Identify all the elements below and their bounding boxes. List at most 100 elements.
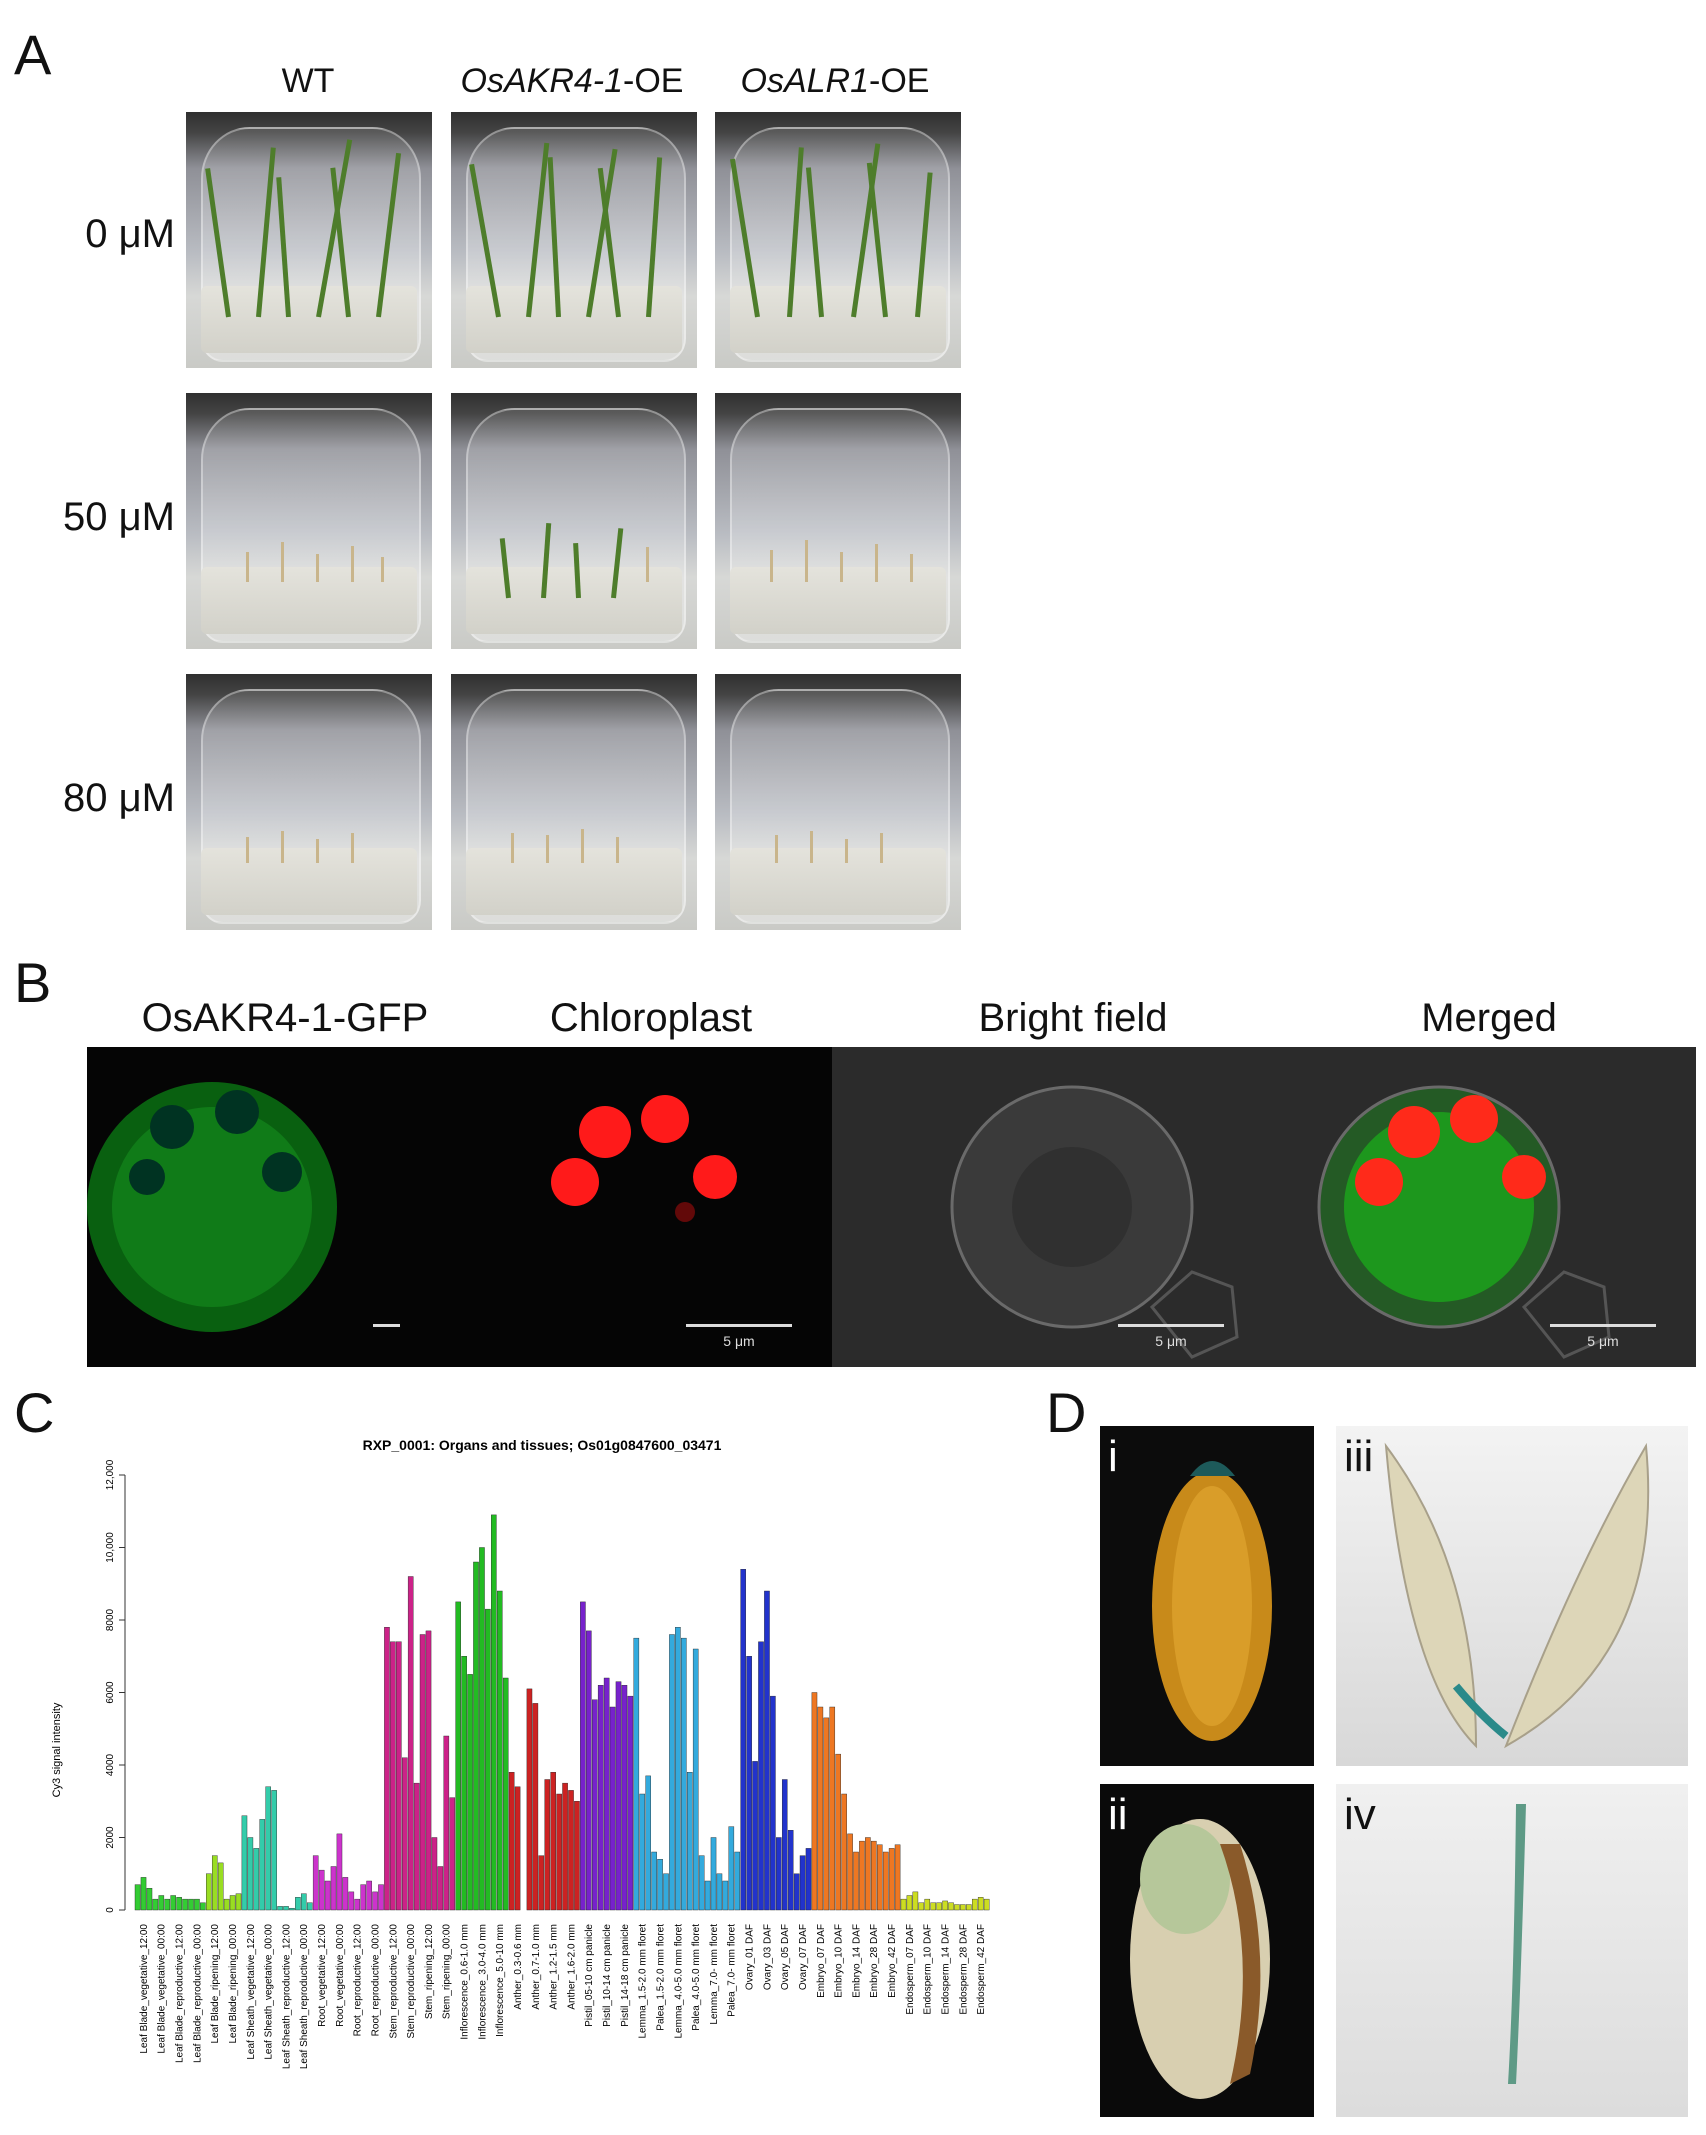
bar	[182, 1898, 188, 1911]
x-tick-label: Endosperm_28 DAF	[958, 1924, 969, 2015]
bar	[787, 1830, 794, 1911]
x-tick-label: Lemma_4.0-5.0 mm floret	[673, 1924, 684, 2039]
column-header-osalr1-oe: OsALR1-OE	[710, 62, 960, 101]
bar	[378, 1884, 384, 1911]
bar	[770, 1695, 776, 1911]
x-tick-label: Root_vegetative_12:00	[317, 1924, 328, 2027]
column-header-plain: WT	[281, 62, 335, 100]
bar	[384, 1627, 390, 1911]
x-tick-label: Leaf Blade_vegetative_00:00	[157, 1924, 168, 2054]
chart-title: RXP_0001: Organs and tissues; Os01g08476…	[363, 1437, 722, 1453]
x-tick-label: Anther_0.7-1.0 mm	[531, 1924, 542, 2010]
bar	[888, 1848, 895, 1911]
x-tick-label: Stem_ripening_00:00	[442, 1924, 453, 2020]
bar	[425, 1630, 432, 1911]
micro-title-bright-field: Bright field	[978, 996, 1168, 1040]
x-tick-label: Leaf Blade_reproductive_12:00	[175, 1924, 186, 2063]
micro-title-gfp: OsAKR4-1-GFP	[141, 996, 429, 1040]
y-tick-label: 8000	[105, 1608, 116, 1631]
bar	[502, 1677, 509, 1911]
bar	[146, 1888, 153, 1911]
scale-bar	[1550, 1324, 1656, 1327]
x-tick-label: Endosperm_42 DAF	[976, 1924, 987, 2015]
bar	[455, 1601, 461, 1911]
bar	[740, 1569, 746, 1911]
bar	[651, 1851, 657, 1911]
bar	[871, 1840, 877, 1911]
bar	[277, 1906, 283, 1911]
bar	[283, 1906, 289, 1911]
bar	[467, 1674, 473, 1911]
micro-title-chloroplast: Chloroplast	[549, 996, 753, 1040]
bar	[295, 1897, 301, 1911]
bar	[799, 1855, 806, 1911]
x-tick-label: Embryo_10 DAF	[834, 1924, 845, 1998]
bar	[550, 1772, 556, 1911]
panel-c-letter: C	[14, 1381, 55, 1444]
y-tick-label: 6000	[105, 1681, 116, 1704]
bar	[485, 1608, 491, 1911]
y-tick-label: 0	[105, 1907, 116, 1913]
micro-image-bright-field: 5 μm	[832, 1047, 1264, 1367]
bar	[764, 1590, 770, 1911]
jar-photo-wt-80um	[186, 674, 432, 930]
y-tick-label: 10,000	[105, 1532, 116, 1563]
bar	[526, 1688, 533, 1911]
bar	[259, 1819, 266, 1911]
x-tick-label: Anther_1.6-2.0 mm	[566, 1924, 577, 2010]
bar	[954, 1904, 960, 1911]
bar	[597, 1685, 604, 1911]
bar	[312, 1855, 319, 1911]
bar	[176, 1897, 182, 1911]
bar	[496, 1590, 503, 1911]
bar	[722, 1880, 729, 1911]
bar	[206, 1873, 212, 1911]
bar	[354, 1898, 361, 1911]
bar	[746, 1656, 752, 1911]
bar	[948, 1902, 954, 1911]
bar	[413, 1782, 420, 1911]
x-tick-label: Ovary_07 DAF	[798, 1924, 809, 1990]
bar	[217, 1862, 224, 1911]
panel-a-letter: A	[14, 23, 52, 86]
bar	[686, 1772, 693, 1911]
bar	[152, 1898, 159, 1911]
row-label-80um: 80 μM	[63, 776, 175, 820]
x-tick-label: Leaf Sheath_vegetative_00:00	[264, 1924, 275, 2060]
bar	[253, 1848, 260, 1911]
column-header-suffix: -OE	[869, 62, 930, 100]
x-tick-label: Endosperm_07 DAF	[905, 1924, 916, 2015]
scale-bar-label: 5 μm	[723, 1333, 755, 1349]
bar	[716, 1873, 723, 1911]
bar	[615, 1681, 622, 1911]
bar	[247, 1837, 254, 1911]
bar	[894, 1844, 901, 1911]
bar	[841, 1793, 847, 1911]
bar	[758, 1641, 764, 1911]
bar	[847, 1833, 853, 1911]
x-tick-label: Embryo_42 DAF	[887, 1924, 898, 1998]
bar	[752, 1761, 758, 1911]
x-tick-label: Root_reproductive_12:00	[353, 1924, 364, 2037]
bar	[443, 1735, 450, 1911]
x-tick-label: Inflorescence_3.0-4.0 mm	[477, 1924, 488, 2040]
bar	[348, 1891, 355, 1911]
micro-title-merged: Merged	[1421, 996, 1557, 1040]
bar	[568, 1790, 574, 1911]
bar	[324, 1880, 331, 1911]
bar	[574, 1801, 580, 1911]
bar	[508, 1772, 515, 1911]
bar	[301, 1893, 307, 1911]
bar	[900, 1898, 907, 1911]
bar	[437, 1866, 444, 1911]
x-tick-label: Leaf Blade_vegetative_12:00	[139, 1924, 150, 2054]
column-header-gene: OsALR1	[740, 62, 870, 100]
x-tick-label: Ovary_05 DAF	[780, 1924, 791, 1990]
bar	[776, 1837, 782, 1911]
bar	[704, 1880, 711, 1911]
bar	[942, 1900, 948, 1911]
bar	[461, 1656, 467, 1911]
bar	[336, 1833, 343, 1911]
bar	[431, 1837, 438, 1911]
bar	[223, 1898, 230, 1911]
